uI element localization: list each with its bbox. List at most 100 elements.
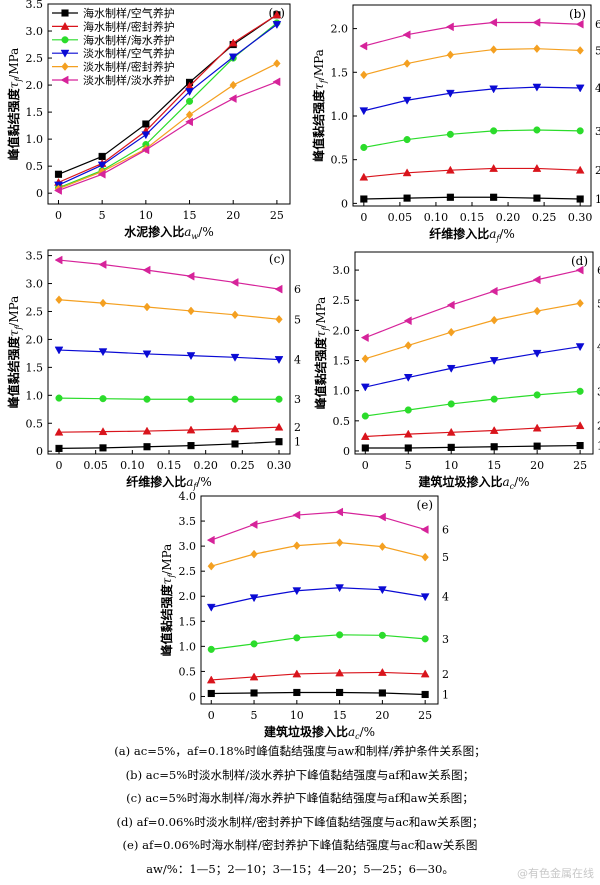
x-axis-label: 建筑垃圾掺入比ac/% xyxy=(417,474,529,491)
data-point xyxy=(576,127,584,135)
series-line xyxy=(58,81,278,192)
x-axis-label: 纤维掺入比af/% xyxy=(126,474,212,491)
series-1: 1 xyxy=(207,688,449,701)
y-tick-label: 3.0 xyxy=(333,264,351,277)
data-point xyxy=(336,688,344,697)
y-tick-label: 2.5 xyxy=(26,305,44,318)
x-tick-label: 20 xyxy=(530,459,544,472)
x-tick-label: 10 xyxy=(444,459,458,472)
data-point xyxy=(99,395,107,403)
data-point xyxy=(141,145,150,155)
data-point xyxy=(230,278,239,287)
data-point xyxy=(402,168,412,177)
y-tick-label: 1.5 xyxy=(26,361,44,374)
data-point xyxy=(378,586,387,595)
data-point xyxy=(489,45,498,54)
y-tick-label: 3.0 xyxy=(179,540,197,553)
data-point xyxy=(533,194,541,202)
data-point xyxy=(207,689,215,698)
series-line xyxy=(58,24,278,186)
y-tick-label: 4.0 xyxy=(179,490,197,503)
series-end-label: 6 xyxy=(294,283,301,296)
series-end-label: 3 xyxy=(294,393,301,406)
data-point xyxy=(533,306,541,316)
x-tick-label: 0 xyxy=(362,459,369,472)
data-point xyxy=(250,549,258,559)
data-point xyxy=(143,395,151,403)
data-point xyxy=(532,423,542,432)
series-line xyxy=(58,14,278,175)
data-point xyxy=(186,425,196,434)
series-4: 4 xyxy=(359,82,600,116)
y-tick-label: 0.5 xyxy=(179,665,197,678)
y-tick-label: 2.0 xyxy=(26,333,44,346)
data-point xyxy=(207,561,215,571)
series-end-label: 6 xyxy=(442,524,449,537)
data-point xyxy=(207,645,215,653)
data-point xyxy=(378,542,387,551)
data-point xyxy=(55,444,63,452)
panel-label: (d) xyxy=(571,254,588,268)
data-point xyxy=(447,400,455,408)
series-line xyxy=(363,129,581,149)
plot-frame xyxy=(354,251,594,455)
legend-entry: 淡水制样/空气养护 xyxy=(83,46,175,60)
y-tick-label: 2.0 xyxy=(179,590,197,603)
x-tick-label: 0.15 xyxy=(157,459,182,472)
data-point xyxy=(142,350,152,359)
x-tick-label: 0.20 xyxy=(496,211,521,224)
x-tick-label: 0 xyxy=(56,459,63,472)
x-tick-label: 20 xyxy=(375,709,389,722)
data-point xyxy=(54,427,64,436)
x-tick-label: 0.10 xyxy=(424,211,449,224)
series-end-label: 1 xyxy=(597,440,600,453)
data-point xyxy=(403,136,411,144)
data-point xyxy=(230,353,240,362)
data-point xyxy=(98,260,107,269)
y-tick-label: 3.5 xyxy=(179,515,197,528)
data-point xyxy=(403,316,412,326)
series-end-label: 2 xyxy=(442,668,449,681)
series-line xyxy=(365,346,581,388)
series-line xyxy=(365,269,581,339)
data-point xyxy=(575,265,584,275)
series-end-label: 4 xyxy=(595,82,600,95)
x-tick-label: 0.20 xyxy=(193,459,218,472)
series-5: 5 xyxy=(207,538,449,571)
caption-line-f: aw/%：1—5；2—10；3—15；4—20；5—25；6—30。 xyxy=(146,861,454,876)
data-point xyxy=(575,19,584,29)
x-tick-label: 25 xyxy=(573,459,587,472)
data-point xyxy=(361,444,369,452)
data-point xyxy=(293,541,301,550)
series-end-label: 2 xyxy=(597,420,600,433)
series-6: 6 xyxy=(359,18,600,51)
data-point xyxy=(230,424,240,433)
legend-entry: 淡水制样/密封养护 xyxy=(83,60,175,74)
data-point xyxy=(446,364,456,373)
data-point xyxy=(576,195,584,203)
data-point xyxy=(403,59,411,68)
series-end-label: 1 xyxy=(294,436,301,449)
data-point xyxy=(335,538,344,547)
data-point xyxy=(378,667,387,676)
series-line xyxy=(211,671,426,681)
series-line xyxy=(363,48,581,76)
series-5: 5 xyxy=(361,297,600,364)
y-tick-label: 2.0 xyxy=(331,23,349,36)
y-tick-label: 1.5 xyxy=(179,615,197,628)
figure-caption: (a) ac=5%，af=0.18%时峰值黏结强度与aw和制样/养护条件关系图；… xyxy=(0,740,600,881)
chart-panel-e: 00.51.01.52.02.53.03.54.00 5 10 15 20 25(e)建筑… xyxy=(159,490,449,740)
y-tick-label: 0.5 xyxy=(331,154,349,167)
series-line xyxy=(363,86,581,112)
data-point xyxy=(54,255,63,265)
series-line xyxy=(58,259,280,290)
series-line xyxy=(211,542,426,567)
data-point xyxy=(575,84,585,93)
y-tick-label: 3.0 xyxy=(26,278,44,291)
data-point xyxy=(490,443,498,451)
data-point xyxy=(274,284,283,294)
x-tick-label: 15 xyxy=(183,209,197,222)
data-point xyxy=(185,110,194,120)
y-axis-label: 峰值黏结强度τf/MPa xyxy=(6,296,23,409)
data-point xyxy=(532,275,541,285)
